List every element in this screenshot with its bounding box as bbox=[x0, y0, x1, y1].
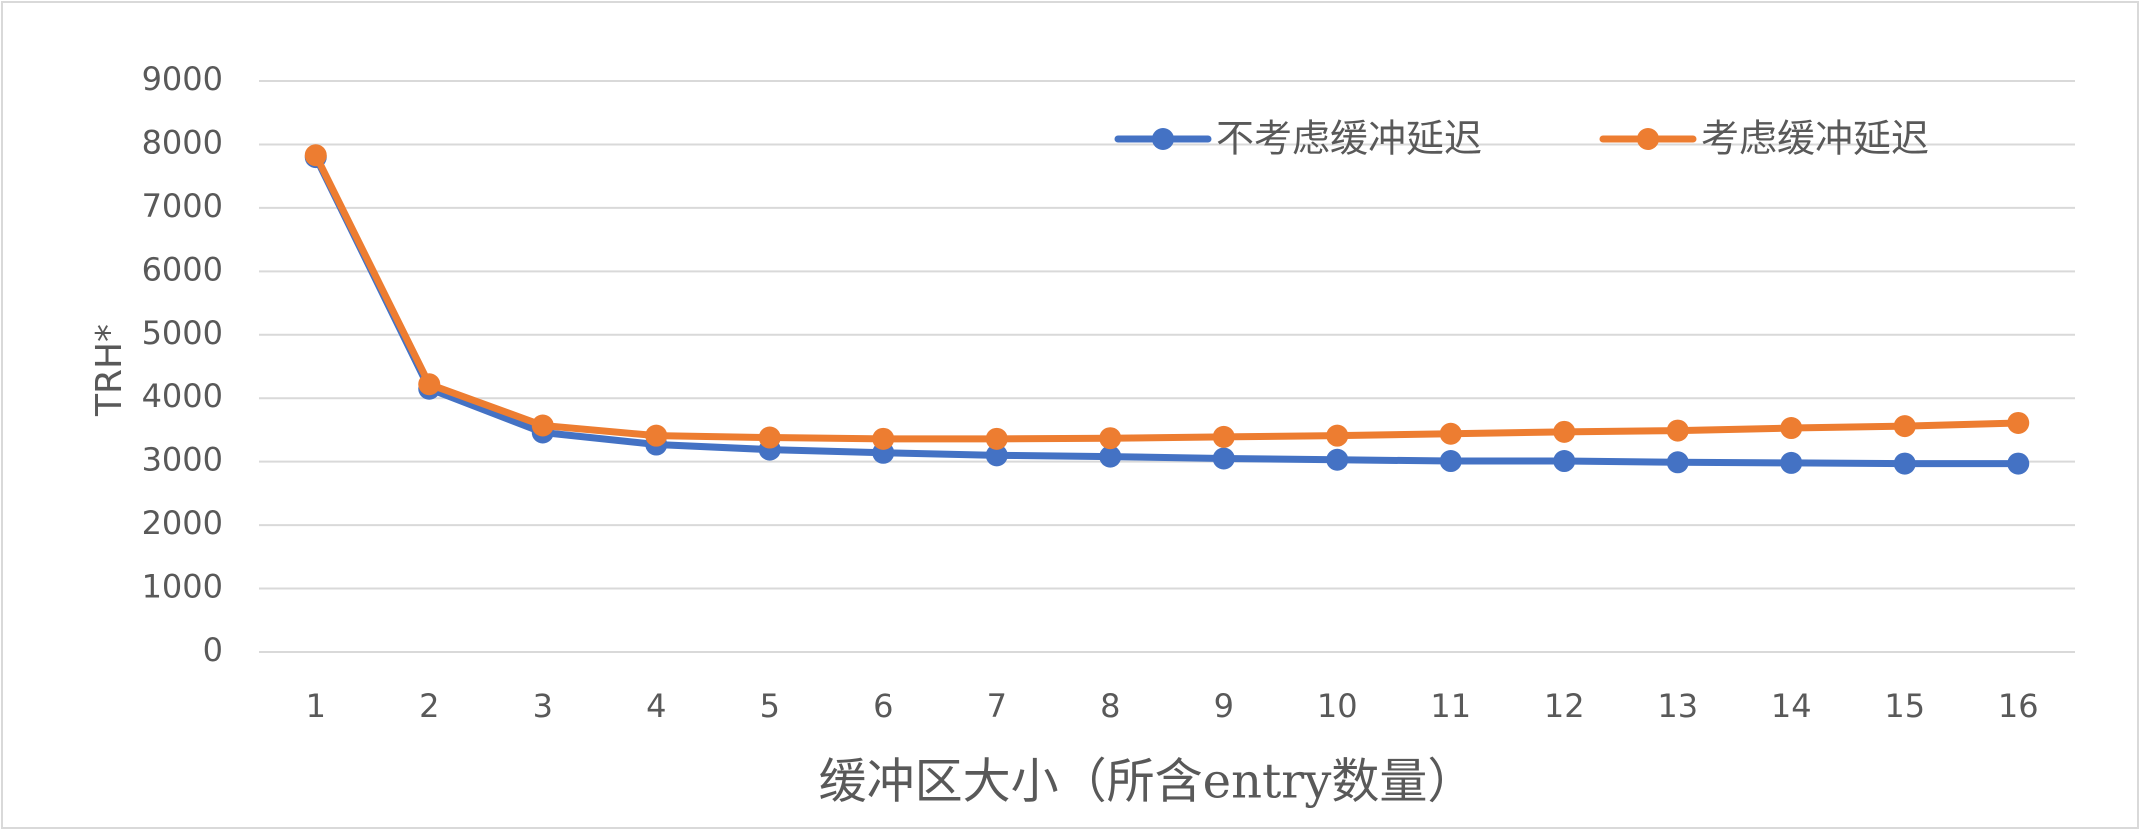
legend-swatch-marker bbox=[1637, 128, 1659, 150]
data-point bbox=[1099, 445, 1122, 468]
data-point bbox=[645, 424, 668, 447]
data-point bbox=[2007, 452, 2030, 475]
series-2 bbox=[304, 144, 2030, 450]
x-tick-label: 10 bbox=[1317, 687, 1358, 725]
y-tick-label: 1000 bbox=[142, 568, 223, 606]
x-tick-label: 1 bbox=[306, 687, 326, 725]
data-point bbox=[2007, 411, 2030, 434]
x-tick-label: 7 bbox=[987, 687, 1007, 725]
data-point bbox=[531, 414, 554, 437]
y-tick-label: 0 bbox=[203, 631, 223, 669]
x-tick-label: 16 bbox=[1998, 687, 2039, 725]
data-point bbox=[1553, 420, 1576, 443]
data-point bbox=[1780, 451, 1803, 474]
data-point bbox=[1439, 422, 1462, 445]
x-tick-label: 6 bbox=[873, 687, 893, 725]
y-tick-label: 3000 bbox=[142, 441, 223, 479]
x-tick-label: 13 bbox=[1657, 687, 1698, 725]
legend: 不考虑缓冲延迟 考虑缓冲延迟 bbox=[1114, 117, 1929, 161]
data-point bbox=[304, 144, 327, 167]
x-tick-label: 4 bbox=[646, 687, 666, 725]
data-point bbox=[758, 426, 781, 449]
series-line bbox=[312, 151, 2022, 443]
data-point bbox=[418, 373, 441, 396]
data-point bbox=[985, 444, 1008, 467]
data-point bbox=[1893, 452, 1916, 475]
x-tick-label: 2 bbox=[419, 687, 439, 725]
x-tick-label: 15 bbox=[1884, 687, 1925, 725]
legend-swatch-marker bbox=[1152, 128, 1174, 150]
x-axis-tick-labels: 1 2 3 4 5 6 7 8 9 10 11 12 13 14 15 16 bbox=[306, 687, 2039, 725]
x-tick-label: 8 bbox=[1100, 687, 1120, 725]
x-axis-title: 缓冲区大小（所含entry数量） bbox=[819, 754, 1476, 810]
x-tick-label: 9 bbox=[1214, 687, 1234, 725]
data-series bbox=[304, 144, 2030, 475]
legend-item: 考虑缓冲延迟 bbox=[1599, 117, 1929, 161]
y-tick-label: 9000 bbox=[142, 60, 223, 98]
y-tick-label: 5000 bbox=[142, 314, 223, 352]
y-tick-label: 2000 bbox=[142, 504, 223, 542]
legend-label: 不考虑缓冲延迟 bbox=[1216, 117, 1482, 161]
data-point bbox=[872, 427, 895, 450]
gridlines bbox=[259, 80, 2075, 653]
data-point bbox=[1439, 450, 1462, 473]
legend-item: 不考虑缓冲延迟 bbox=[1114, 117, 1482, 161]
x-tick-label: 11 bbox=[1430, 687, 1471, 725]
data-point bbox=[1780, 417, 1803, 440]
x-tick-label: 12 bbox=[1544, 687, 1585, 725]
y-tick-label: 4000 bbox=[142, 377, 223, 415]
data-point bbox=[1099, 427, 1122, 450]
x-tick-label: 5 bbox=[760, 687, 780, 725]
data-point bbox=[985, 427, 1008, 450]
data-point bbox=[1326, 424, 1349, 447]
y-tick-label: 8000 bbox=[142, 123, 223, 161]
data-point bbox=[1893, 415, 1916, 438]
y-tick-label: 6000 bbox=[142, 250, 223, 288]
data-point bbox=[1326, 448, 1349, 471]
y-axis-title: TRH* bbox=[89, 324, 130, 417]
data-point bbox=[1553, 450, 1576, 473]
y-axis-tick-labels: 0 1000 2000 3000 4000 5000 6000 7000 8000 9000 bbox=[142, 60, 223, 669]
data-point bbox=[1666, 419, 1689, 442]
x-tick-label: 3 bbox=[533, 687, 553, 725]
data-point bbox=[1212, 447, 1235, 470]
series-line bbox=[312, 153, 2022, 468]
data-point bbox=[1666, 451, 1689, 474]
legend-label: 考虑缓冲延迟 bbox=[1701, 117, 1929, 161]
x-tick-label: 14 bbox=[1771, 687, 1812, 725]
y-tick-label: 7000 bbox=[142, 187, 223, 225]
data-point bbox=[1212, 425, 1235, 448]
